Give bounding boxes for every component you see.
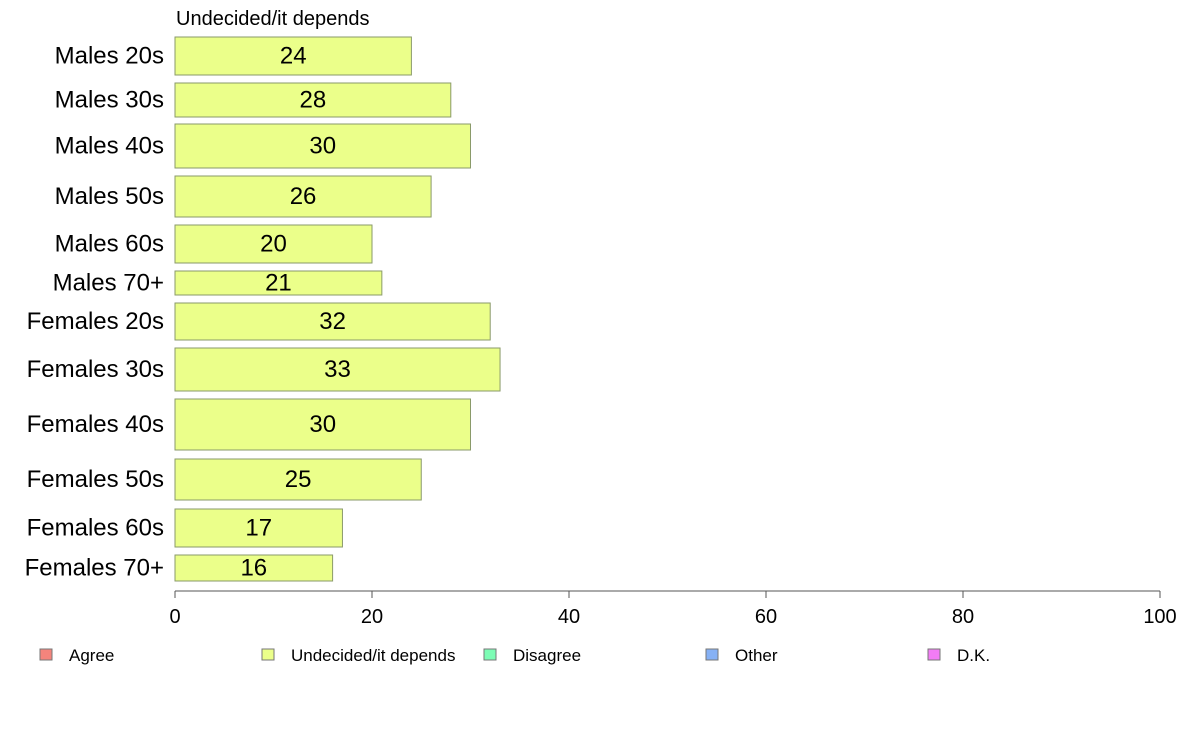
category-label: Females 70+: [25, 555, 164, 582]
legend-label: Undecided/it depends: [291, 646, 455, 665]
bar: [174, 270, 383, 296]
legend-swatch: [39, 648, 53, 661]
value-label: 28: [300, 87, 327, 114]
bar: [174, 347, 501, 392]
value-label: 25: [285, 466, 312, 493]
value-label: 17: [245, 515, 272, 542]
bars: Males 20s 24 Males 30s 28 Males 40s 30 Males 5…: [25, 36, 501, 582]
category-label: Females 60s: [27, 515, 164, 542]
legend-swatch: [261, 648, 275, 661]
value-label: 16: [240, 555, 267, 582]
bar: [174, 82, 452, 118]
value-label: 21: [265, 270, 292, 297]
x-tick-label: 40: [558, 606, 580, 628]
legend-label: D.K.: [957, 646, 990, 665]
legend-label: Other: [735, 646, 778, 665]
category-label: Males 70+: [53, 270, 164, 297]
bar: [174, 398, 471, 451]
value-label: 30: [309, 411, 336, 438]
category-label: Males 40s: [55, 133, 164, 160]
bar: [174, 458, 422, 501]
value-label: 24: [280, 43, 307, 70]
category-label: Males 20s: [55, 43, 164, 70]
legend-swatch: [705, 648, 719, 661]
category-label: Males 50s: [55, 183, 164, 210]
value-label: 33: [324, 356, 351, 383]
category-label: Females 30s: [27, 356, 164, 383]
value-label: 20: [260, 231, 287, 258]
legend-label: Agree: [69, 646, 114, 665]
value-label: 30: [309, 133, 336, 160]
bar: [174, 554, 334, 582]
legend-swatch: [483, 648, 497, 661]
x-tick-label: 60: [755, 606, 777, 628]
x-tick-label: 0: [169, 606, 180, 628]
value-label: 32: [319, 308, 346, 335]
category-label: Females 20s: [27, 308, 164, 335]
x-tick-label: 80: [952, 606, 974, 628]
bar: [174, 123, 471, 169]
x-tick-label: 100: [1143, 606, 1176, 628]
category-label: Females 50s: [27, 466, 164, 493]
bar: [174, 508, 343, 548]
bar: [174, 36, 412, 76]
category-label: Males 60s: [55, 231, 164, 258]
x-tick-label: 20: [361, 606, 383, 628]
category-label: Males 30s: [55, 87, 164, 114]
legend-label: Disagree: [513, 646, 581, 665]
bar: [174, 302, 491, 341]
x-axis: 0 20 40 60 80 100: [169, 590, 1177, 628]
legend-swatch: [927, 648, 941, 661]
category-label: Females 40s: [27, 411, 164, 438]
bar: [174, 224, 373, 264]
chart-title: Undecided/it depends: [176, 8, 369, 30]
legend: Agree Undecided/it depends Disagree Other D.…: [39, 646, 990, 665]
value-label: 26: [290, 183, 317, 210]
bar: [174, 175, 432, 218]
